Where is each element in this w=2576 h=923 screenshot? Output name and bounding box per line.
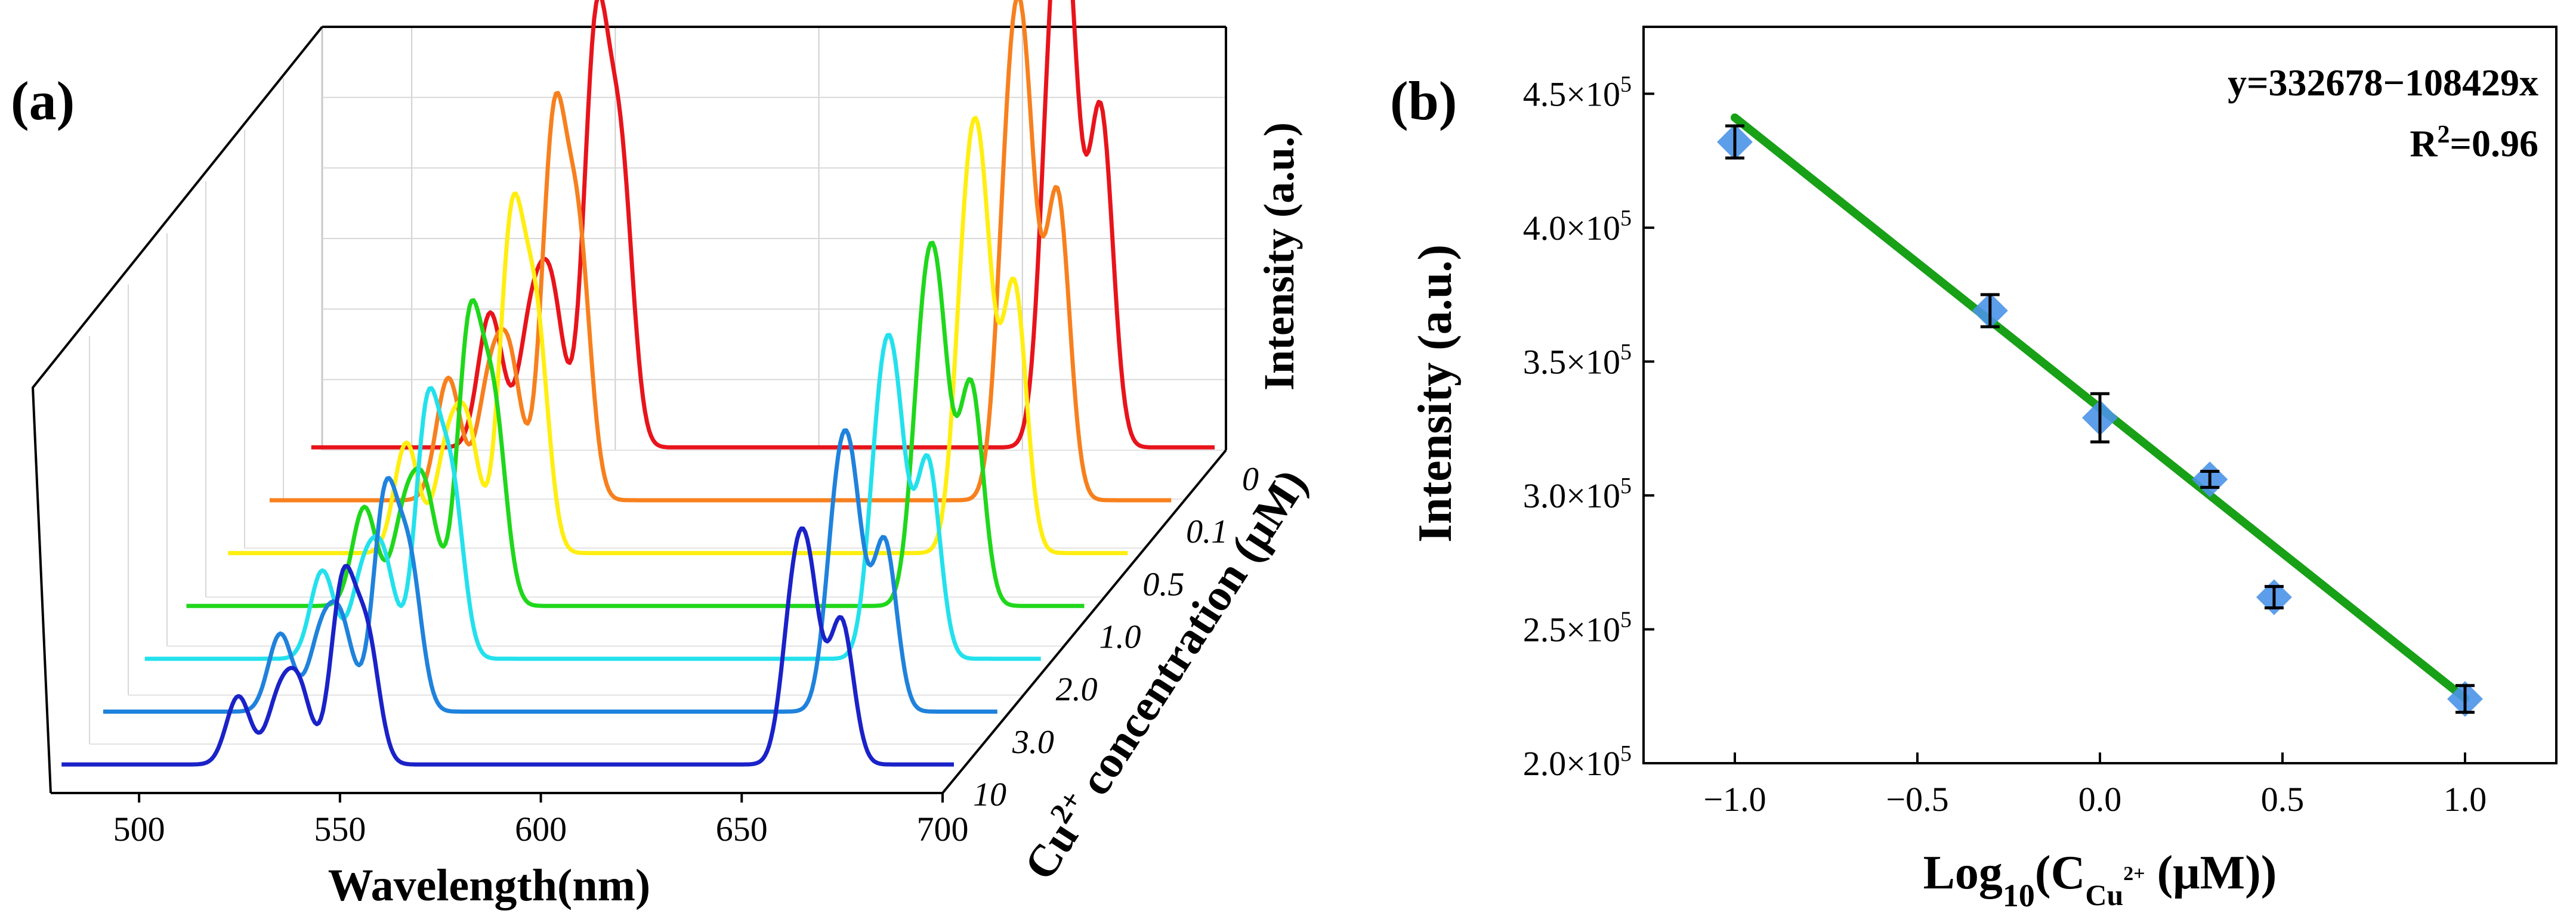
- panel-b-calibration-chart: (b) 2.0×105 2.5×105 3.0×105 3.5×105 4.0×105 4…: [1390, 26, 2558, 913]
- z-tick-label: 0: [1242, 461, 1259, 498]
- z-axis-line: [941, 449, 1227, 794]
- panel-b-label: (b): [1390, 70, 1457, 131]
- panel-b-r-squared: R2=0.96: [2410, 121, 2538, 165]
- y-tick-label: 2.5×105: [1523, 607, 1632, 649]
- panel-a-axes-box: [51, 26, 1227, 794]
- x-tick-label: 0.0: [2078, 780, 2122, 819]
- z-tick-label: 0.1: [1186, 513, 1228, 550]
- series-line-0: [311, 0, 1215, 450]
- series-line-3-0: [103, 428, 997, 714]
- panel-b-y-ticks: 2.0×105 2.5×105 3.0×105 3.5×105 4.0×105 4.5×1…: [1523, 72, 1654, 783]
- series-line-10: [61, 526, 955, 767]
- side-wall-edge: [31, 26, 323, 794]
- panel-a-label: (a): [11, 70, 75, 131]
- panel-a-x-ticks: 500 550 600 650 700: [113, 793, 969, 848]
- x-tick-label: 1.0: [2444, 780, 2487, 819]
- z-tick-label: 3.0: [1012, 724, 1054, 761]
- x-tick-label: 550: [314, 810, 366, 848]
- z-tick-label: 1.0: [1099, 619, 1141, 656]
- panel-a-x-axis-label: Wavelength(nm): [328, 860, 650, 910]
- panel-a-gridlines: [31, 26, 1227, 794]
- z-tick-label: 10: [973, 776, 1006, 813]
- y-tick-label: 2.0×105: [1523, 741, 1632, 783]
- panel-b-equation: y=332678−108429x: [2228, 61, 2538, 104]
- panel-b-y-axis-label: Intensity (a.u.): [1409, 244, 1462, 543]
- panel-a-y-axis-label: Intensity (a.u.): [1255, 122, 1303, 391]
- panel-b-x-ticks: −1.0 −0.5 0.0 0.5 1.0: [1703, 752, 2487, 819]
- panel-a-z-ticks: 0 0.10.51.02.03.010: [973, 461, 1259, 813]
- x-tick-label: 600: [515, 810, 567, 848]
- y-tick-label: 4.0×105: [1523, 206, 1632, 247]
- panel-a-waterfall-chart: (a) 500 550 600 650 700 0 0.10.51.02.03.010 W…: [11, 0, 1317, 910]
- x-tick-label: 650: [716, 810, 768, 848]
- panel-a-series-group: [61, 0, 1215, 767]
- x-tick-label: 700: [917, 810, 969, 848]
- y-tick-label: 3.0×105: [1523, 473, 1632, 515]
- panel-b-x-axis-label: Log10(CCu2+ (μM)): [1923, 847, 2277, 913]
- series-line-0-1: [269, 0, 1172, 503]
- x-tick-label: −1.0: [1703, 780, 1766, 819]
- x-tick-label: 0.5: [2261, 780, 2305, 819]
- y-tick-label: 4.5×105: [1523, 72, 1632, 113]
- z-tick-label: 2.0: [1056, 671, 1098, 708]
- x-tick-label: −0.5: [1886, 780, 1948, 819]
- panel-b-data-points: [1717, 124, 2483, 717]
- y-tick-label: 3.5×105: [1523, 339, 1632, 381]
- z-tick-label: 0.5: [1142, 566, 1184, 603]
- series-line-2-0: [144, 333, 1041, 661]
- x-tick-label: 500: [113, 810, 165, 848]
